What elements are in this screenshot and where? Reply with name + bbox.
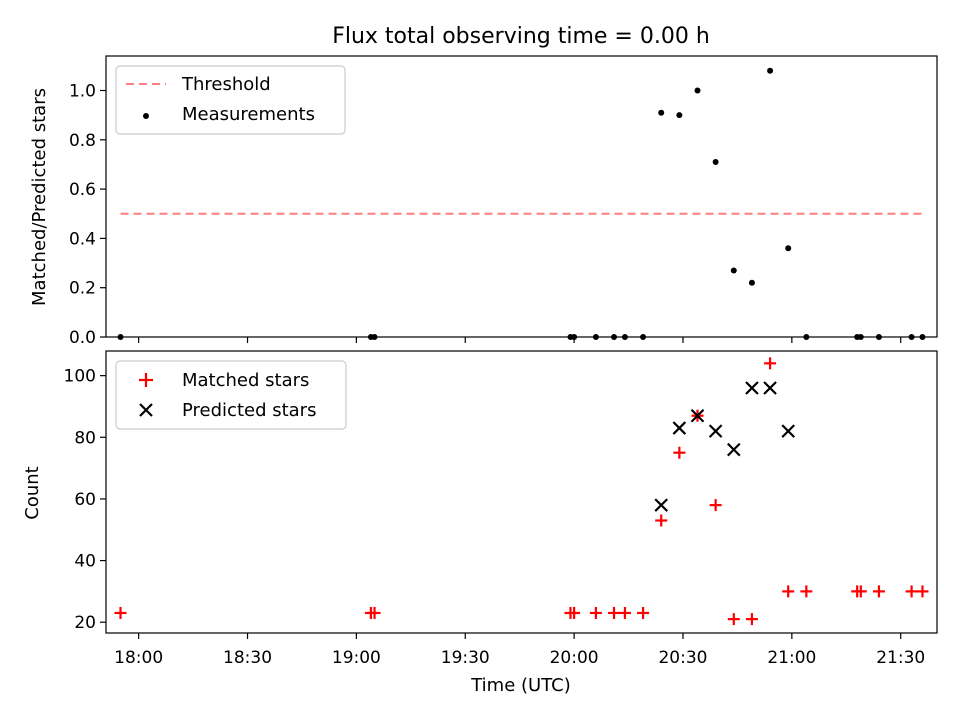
legend-measurements-swatch: [143, 113, 149, 119]
count-ytick-label-2: 60: [74, 490, 96, 510]
count-ytick-label-3: 80: [74, 428, 96, 448]
legend-matched-label: Matched stars: [182, 370, 309, 391]
count-xtick-label-2: 19:00: [332, 648, 381, 668]
matched-stars-point-22: [916, 585, 929, 598]
count-xtick-label-6: 21:00: [767, 648, 816, 668]
measurement-point-10: [676, 112, 683, 119]
predicted-stars-point-7: [781, 424, 795, 438]
measurement-point-11: [694, 87, 701, 94]
ratio-panel: 0.0 0.2 0.4 0.6 0.8 1.0 Matched/Predicted sta…: [29, 55, 938, 348]
matched-stars-point-7: [618, 606, 631, 619]
count-xtick-label-7: 21:30: [876, 648, 925, 668]
count-xtick-label-4: 20:00: [550, 648, 599, 668]
predicted-stars-point-1: [672, 421, 687, 435]
count-xtick-label-5: 20:30: [658, 648, 707, 668]
measurement-point-12: [712, 158, 719, 165]
matched-stars-point-0: [114, 606, 127, 619]
matched-stars-point-21: [905, 585, 918, 598]
matched-stars-point-5: [589, 606, 602, 619]
measurement-point-14: [748, 279, 755, 286]
count-ytick-label-0: 20: [74, 613, 96, 633]
matched-stars-point-20: [872, 585, 885, 598]
ratio-ytick-label-2: 0.4: [69, 229, 96, 249]
ratio-panel-frame: [105, 55, 938, 338]
ratio-ytick-label-0: 0.0: [69, 328, 96, 348]
matched-stars-point-6: [608, 606, 621, 619]
matched-stars-point-2: [368, 606, 381, 619]
legend-measurements-label: Measurements: [182, 104, 315, 125]
matched-stars-point-10: [673, 446, 686, 459]
predicted-stars-point-6: [763, 381, 777, 395]
ratio-ytick-label-1: 0.2: [69, 279, 96, 299]
matched-stars-point-13: [727, 613, 740, 626]
count-legend-box: [115, 360, 347, 430]
ratio-legend: Threshold Measurements: [115, 65, 346, 135]
count-ytick-label-4: 100: [64, 367, 96, 387]
ratio-ytick-label-4: 0.8: [69, 131, 96, 151]
predicted-stars-point-4: [727, 442, 741, 457]
chart-title: Flux total observing time = 0.00 h: [332, 24, 710, 49]
count-xtick-label-0: 18:00: [114, 648, 163, 668]
matched-stars-point-12: [709, 499, 722, 512]
count-xtick-label-1: 18:30: [223, 648, 272, 668]
legend-predicted-label: Predicted stars: [182, 400, 316, 421]
measurement-point-16: [785, 245, 792, 252]
predicted-stars-point-0: [654, 498, 668, 512]
matched-stars-point-17: [800, 585, 813, 598]
measurement-point-13: [730, 267, 737, 274]
matched-stars-point-4: [568, 606, 581, 619]
predicted-stars-point-2: [690, 408, 705, 423]
x-axis-label: Time (UTC): [470, 675, 571, 696]
matched-stars-point-14: [745, 613, 758, 626]
matched-stars-point-9: [655, 514, 668, 527]
measurement-point-15: [767, 67, 774, 74]
ratio-legend-box: [115, 65, 346, 135]
ratio-y-axis-label: Matched/Predicted stars: [29, 88, 50, 306]
count-y-axis-label: Count: [22, 466, 43, 519]
matched-stars-point-19: [854, 585, 867, 598]
count-legend: Matched stars Predicted stars: [115, 360, 347, 430]
legend-matched-swatch: [139, 373, 153, 387]
measurement-point-9: [658, 109, 665, 116]
count-panel: 20 40 60 80 100 18:00 18:30 19:00 19:30 20:00 20:…: [22, 350, 938, 696]
ratio-ytick-label-3: 0.6: [69, 180, 96, 200]
predicted-stars-point-5: [745, 381, 759, 395]
ratio-ytick-label-5: 1.0: [69, 82, 96, 102]
legend-predicted-swatch: [139, 403, 153, 417]
count-panel-frame: [105, 350, 938, 634]
matched-stars-point-16: [782, 585, 795, 598]
predicted-stars-point-3: [708, 424, 723, 438]
matched-stars-point-15: [764, 357, 777, 370]
matched-stars-point-8: [637, 606, 650, 619]
count-ytick-label-1: 40: [74, 552, 96, 572]
legend-threshold-label: Threshold: [181, 74, 271, 95]
count-xtick-label-3: 19:30: [441, 648, 490, 668]
